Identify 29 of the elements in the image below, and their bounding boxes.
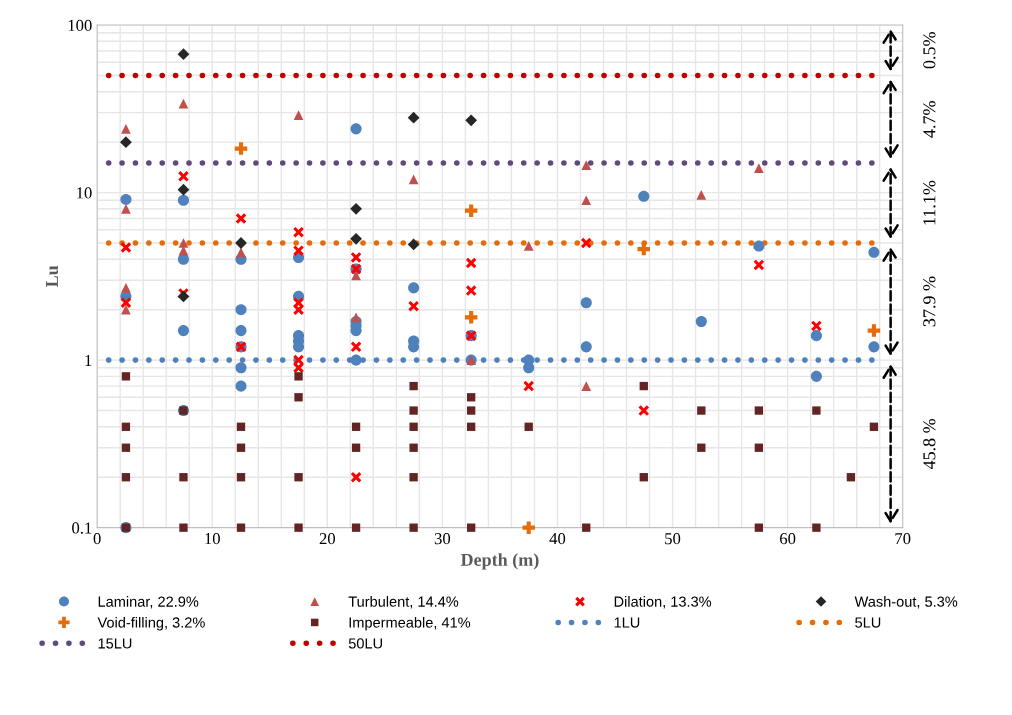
legend-label: 5LU [855,617,881,628]
legend-label: 50LU [348,638,382,649]
x-tick-label: 60 [780,533,796,545]
text: 4.7% [923,101,936,138]
legend-label: 1LU [614,617,640,628]
x-tick-label: 70 [895,533,911,545]
y-axis-title: Lu [46,265,59,288]
x-tick-label: 30 [434,533,451,545]
legend-label: Dilation, 13.3% [614,596,712,609]
text: 37.9 % [923,276,936,327]
text: 45.8 % [923,418,936,470]
x-tick-label: 40 [549,533,566,545]
legend-label: Impermeable, 41% [349,616,471,631]
y-tick-label: 0.1 [72,522,92,534]
legend-label: Wash-out, 5.3% [854,596,958,609]
legend-label: Void-filling, 3.2% [97,616,205,631]
y-tick-label: 10 [77,187,92,199]
x-tick-label: 0 [93,533,101,545]
x-tick-label: 50 [665,533,681,545]
x-axis-title: Depth (m) [460,553,539,570]
y-tick-label: 100 [68,19,92,31]
y-tick-label: 1 [85,354,92,366]
text: 0.5% [923,32,936,69]
legend-label: 15LU [98,638,132,649]
x-tick-label: 10 [205,533,220,545]
legend-label: Laminar, 22.9% [98,596,199,609]
text: 11.1% [923,180,936,225]
x-tick-label: 20 [319,533,336,545]
legend-label: Turbulent, 14.4% [348,596,459,609]
